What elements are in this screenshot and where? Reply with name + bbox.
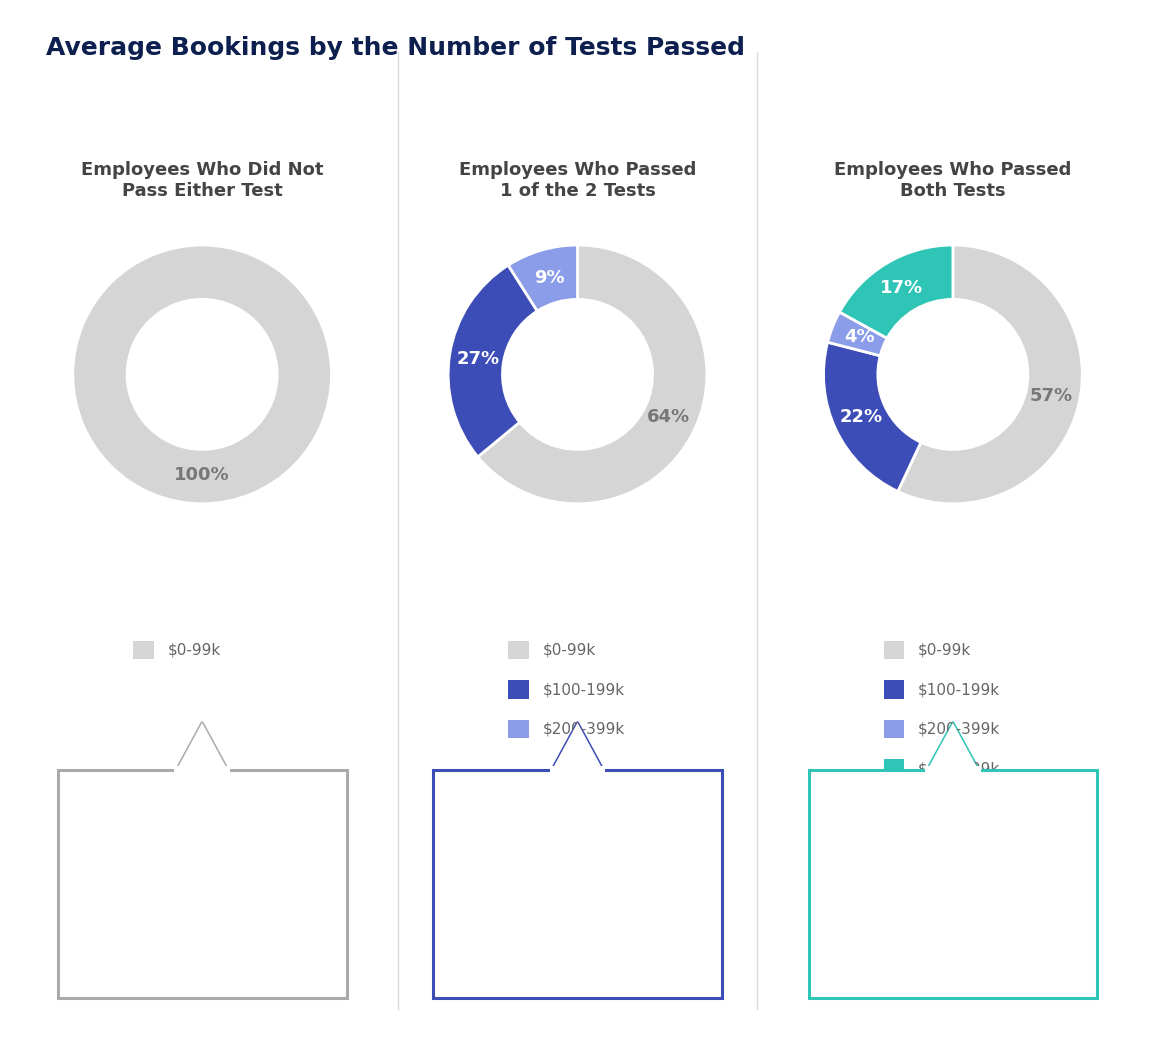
Wedge shape	[478, 245, 707, 503]
Text: Average Bookings: Average Bookings	[103, 855, 301, 874]
Text: 64%: 64%	[647, 409, 691, 426]
Wedge shape	[828, 312, 887, 356]
Text: $100-199k: $100-199k	[543, 682, 625, 697]
Text: $400-999k: $400-999k	[918, 761, 1000, 776]
Text: $200-399k: $200-399k	[543, 722, 625, 736]
Text: 4%: 4%	[844, 329, 874, 346]
Wedge shape	[448, 265, 537, 457]
Text: Average Bookings: Average Bookings	[478, 796, 677, 814]
Text: 27%: 27%	[456, 349, 499, 367]
Wedge shape	[508, 245, 578, 311]
Text: $0-99k: $0-99k	[918, 643, 971, 657]
Wedge shape	[824, 342, 921, 492]
Text: $154,400: $154,400	[880, 889, 1026, 918]
Text: 9%: 9%	[534, 268, 565, 286]
Title: Employees Who Passed
Both Tests: Employees Who Passed Both Tests	[834, 161, 1072, 200]
Text: $0-99k: $0-99k	[543, 643, 596, 657]
Wedge shape	[73, 245, 331, 503]
Text: $86,500: $86,500	[514, 869, 641, 899]
Title: Employees Who Passed
1 of the 2 Tests: Employees Who Passed 1 of the 2 Tests	[459, 161, 696, 200]
Wedge shape	[840, 245, 953, 338]
Text: 22%: 22%	[840, 409, 884, 426]
Text: Average Bookings by the Number of Tests Passed: Average Bookings by the Number of Tests …	[46, 36, 745, 60]
Text: 100%: 100%	[174, 466, 230, 485]
Text: Average Bookings: Average Bookings	[854, 855, 1052, 874]
Text: 57%: 57%	[1030, 388, 1073, 406]
Text: $21,800: $21,800	[139, 889, 266, 918]
Text: $100-199k: $100-199k	[918, 682, 1000, 697]
Text: Passed CCAT:: Passed CCAT:	[505, 835, 650, 854]
Title: Employees Who Did Not
Pass Either Test: Employees Who Did Not Pass Either Test	[81, 161, 323, 200]
Text: $0-99k: $0-99k	[167, 643, 221, 657]
Text: 17%: 17%	[880, 279, 923, 296]
Wedge shape	[897, 245, 1082, 503]
Text: Passed EPP:: Passed EPP:	[511, 914, 644, 933]
Text: $200-399k: $200-399k	[918, 722, 1000, 736]
Text: $87,200: $87,200	[514, 948, 641, 978]
